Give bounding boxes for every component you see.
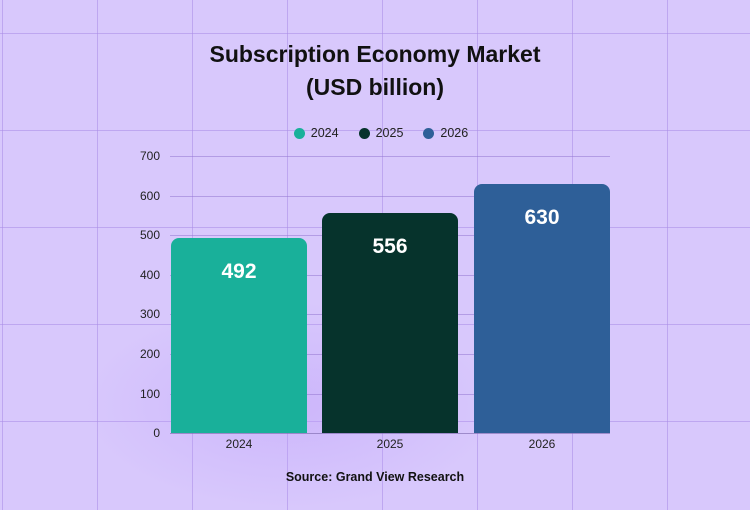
x-tick-label: 2026 — [528, 437, 556, 451]
x-axis-line — [170, 433, 610, 434]
legend-item-2026[interactable]: 2026 — [423, 126, 468, 140]
y-tick-label: 600 — [139, 188, 160, 203]
legend-label: 2024 — [310, 126, 339, 140]
legend-dot-icon — [423, 127, 435, 139]
legend-dot-icon — [293, 127, 305, 139]
x-tick-label: 2024 — [225, 437, 253, 451]
bar-2025[interactable]: 556 — [322, 213, 458, 433]
bar-2024[interactable]: 492 — [171, 238, 307, 433]
legend-dot-icon — [358, 127, 370, 139]
legend-item-2025[interactable]: 2025 — [358, 126, 404, 140]
x-tick-label: 2025 — [376, 437, 404, 451]
source-note: Source: Grand View Research — [285, 470, 465, 484]
y-tick-label: 700 — [139, 149, 160, 163]
y-tick-label: 400 — [139, 267, 160, 282]
chart-title-line1: Subscription Economy Market — [209, 41, 541, 67]
y-tick-label: 500 — [139, 228, 160, 242]
chart-title: Subscription Economy Market (USD billion… — [0, 38, 750, 104]
legend-label: 2025 — [375, 126, 404, 140]
y-tick-label: 100 — [139, 386, 160, 401]
bar-2026[interactable]: 630 — [474, 184, 610, 433]
chart-legend: 2024 2025 2026 — [0, 126, 750, 140]
gridline-700 — [170, 156, 610, 157]
bar-value-label: 630 — [524, 206, 560, 229]
chart-title-line2: (USD billion) — [306, 74, 444, 100]
y-tick-label: 200 — [139, 347, 160, 361]
bar-value-label: 556 — [372, 235, 408, 258]
y-tick-label: 0 — [153, 426, 160, 440]
legend-label: 2026 — [440, 126, 469, 140]
gridline-600 — [170, 195, 610, 197]
y-tick-label: 300 — [139, 307, 160, 321]
legend-item-2024[interactable]: 2024 — [293, 126, 339, 140]
bar-value-label: 492 — [221, 260, 257, 283]
